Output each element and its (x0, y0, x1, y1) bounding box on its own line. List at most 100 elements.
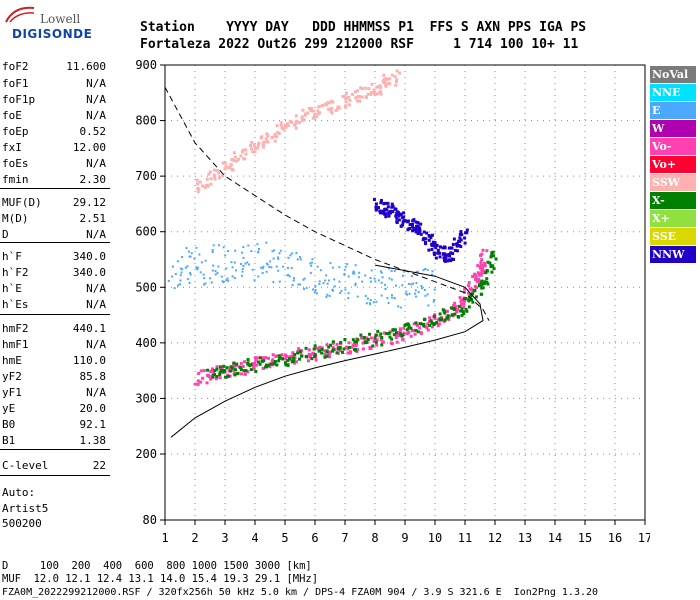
echo-point-ssw (195, 178, 199, 182)
echo-point-ssw (253, 150, 257, 154)
echo-point-e (295, 252, 298, 255)
echo-point-e (332, 289, 335, 292)
y-tick-label: 900 (135, 58, 157, 72)
echo-point-e (279, 249, 282, 252)
echo-point-vo (206, 374, 210, 378)
param-value: 85.8 (79, 370, 107, 383)
echo-point-ssw (208, 170, 212, 174)
echo-point-ssw (382, 77, 386, 81)
echo-point-x (277, 359, 281, 363)
param-row: M(D) 2.51 (2, 212, 106, 227)
echo-point-x (329, 343, 333, 347)
echo-point-x (489, 265, 493, 269)
echo-point-ssw (255, 146, 259, 150)
param-value: 110.0 (72, 354, 106, 367)
echo-point-x (491, 264, 495, 268)
legend-item-nnw: NNW (650, 246, 696, 263)
echo-point-x (342, 347, 346, 351)
echo-point-vo (430, 325, 434, 329)
echo-point-e (310, 264, 313, 267)
echo-point-x (283, 361, 287, 365)
echo-point-vo (373, 338, 377, 342)
echo-point-ssw (290, 120, 294, 124)
echo-point-e (272, 281, 275, 284)
echo-point-x (292, 356, 296, 360)
echo-point-nnw (386, 201, 390, 205)
echo-point-e (432, 300, 435, 303)
echo-point-ssw (335, 107, 339, 111)
echo-point-e (202, 273, 205, 276)
echo-point-e (424, 294, 427, 297)
echo-point-vo (375, 338, 379, 342)
echo-point-nnw (394, 214, 398, 218)
echo-point-x (278, 356, 282, 360)
echo-point-vo (480, 270, 484, 274)
echo-point-vo (344, 345, 348, 349)
param-value: N/A (86, 298, 106, 311)
echo-point-e (390, 278, 393, 281)
echo-point-x (461, 310, 465, 314)
param-value: 340.0 (72, 250, 106, 263)
echo-point-nnw (415, 227, 419, 231)
echo-point-nnw (408, 226, 412, 230)
echo-point-vo (264, 356, 268, 360)
echo-point-e (364, 274, 367, 277)
x-tick-label: 5 (281, 531, 288, 545)
echo-point-vo (467, 284, 471, 288)
echo-point-x (227, 374, 231, 378)
echo-point-e (374, 280, 377, 283)
echo-point-x (480, 281, 484, 285)
echo-point-e (291, 283, 294, 286)
echo-point-e (375, 300, 378, 303)
echo-point-nnw (459, 245, 463, 249)
echo-point-ssw (227, 166, 231, 170)
legend-item-noval: NoVal (650, 66, 696, 83)
echo-point-ssw (231, 168, 235, 172)
echo-point-ssw (373, 93, 377, 97)
echo-point-ssw (344, 104, 348, 108)
echo-point-ssw (213, 177, 217, 181)
echo-point-ssw (295, 119, 299, 123)
echo-point-x (211, 375, 215, 379)
y-tick-label: 80 (143, 513, 157, 527)
echo-point-vo (453, 305, 457, 309)
param-row: C-level 22 (2, 459, 106, 474)
param-value: N/A (86, 77, 106, 90)
echo-point-x (371, 344, 375, 348)
echo-point-x (474, 295, 478, 299)
echo-point-vo (331, 346, 335, 350)
echo-point-x (266, 364, 270, 368)
echo-point-e (390, 294, 393, 297)
echo-point-x (462, 297, 466, 301)
logo-lowell-text: Lowell (40, 12, 81, 26)
echo-point-vo (199, 380, 203, 384)
echo-point-vo (380, 338, 384, 342)
echo-point-ssw (251, 150, 255, 154)
echo-point-ssw (206, 183, 210, 187)
echo-point-x (452, 307, 456, 311)
param-label: yE (2, 402, 16, 415)
y-tick-label: 300 (135, 391, 157, 405)
echo-point-x (374, 333, 378, 337)
echo-point-e (352, 271, 355, 274)
echo-point-e (225, 279, 228, 282)
echo-point-x (313, 344, 317, 348)
echo-point-ssw (273, 132, 277, 136)
x-tick-label: 14 (548, 531, 562, 545)
echo-point-ssw (370, 82, 374, 86)
echo-point-ssw (205, 177, 209, 181)
echo-point-nnw (460, 233, 464, 237)
echo-point-nnw (432, 241, 436, 245)
param-row: hmE 110.0 (2, 354, 106, 369)
echo-point-vo (199, 369, 203, 373)
echo-point-x (456, 314, 460, 318)
echo-point-e (271, 250, 274, 253)
echo-point-x (218, 370, 222, 374)
echo-point-e (211, 248, 214, 251)
echo-point-x (459, 309, 463, 313)
echo-point-nnw (455, 249, 459, 253)
param-label: foE (2, 109, 22, 122)
echo-point-x (490, 270, 494, 274)
echo-point-x (239, 368, 243, 372)
echo-point-x (288, 357, 292, 361)
